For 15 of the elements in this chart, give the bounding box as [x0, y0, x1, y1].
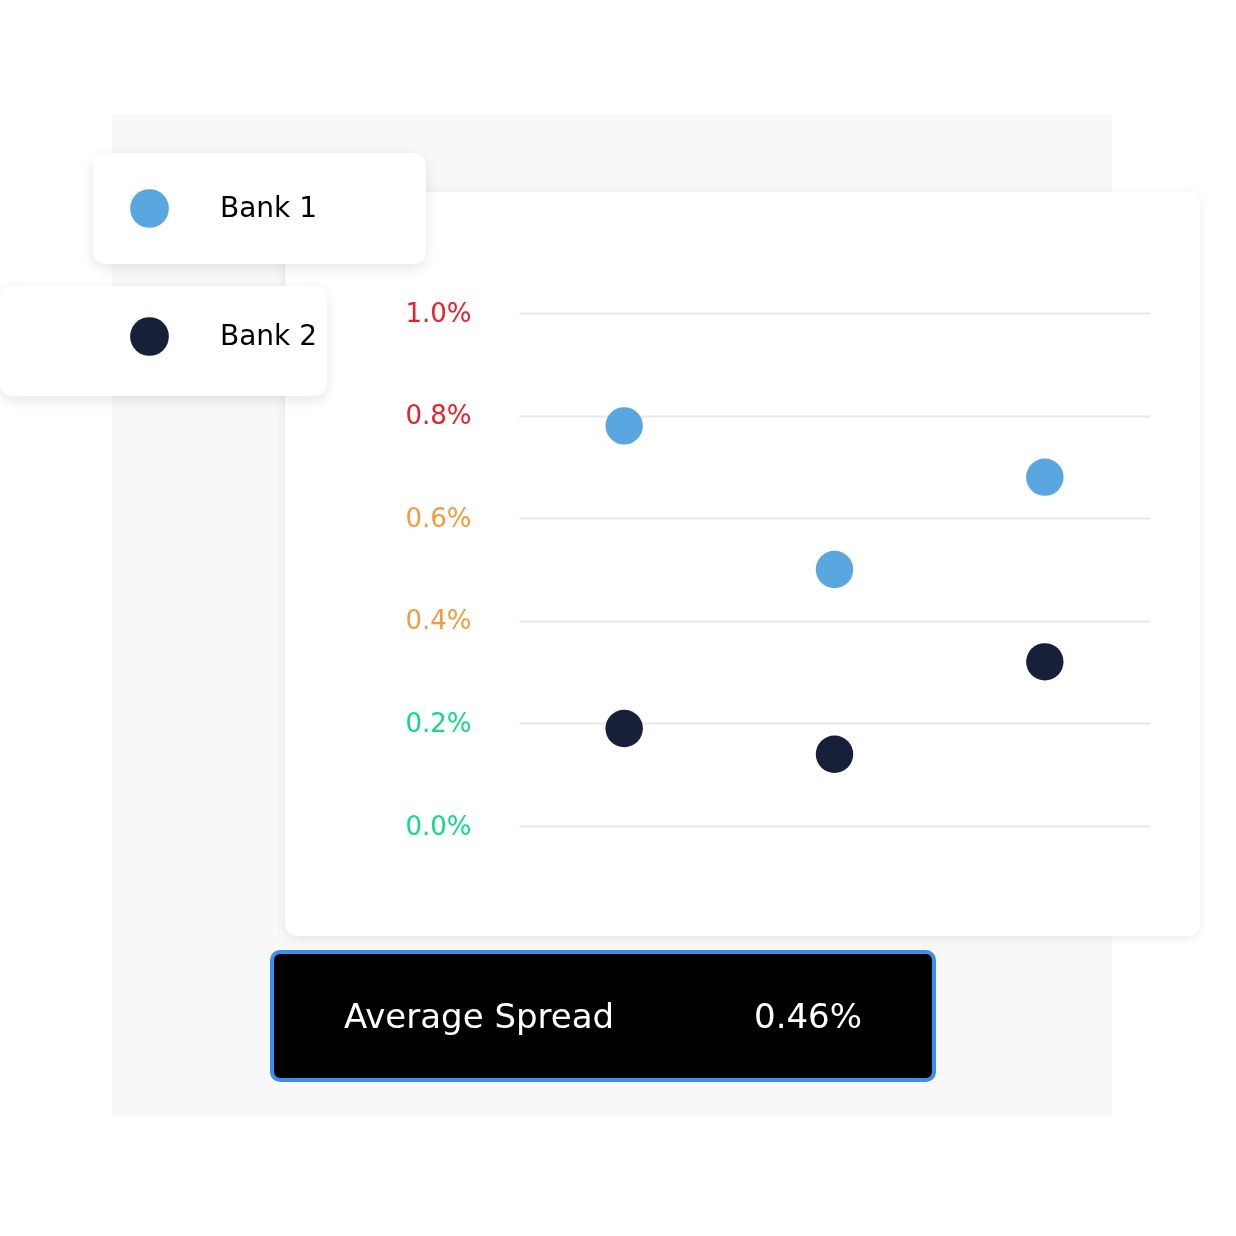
- note-box: Average Spread 0.46%: [270, 950, 936, 1082]
- y-tick-label: 0.4%: [405, 605, 472, 636]
- y-tick-label: 0.2%: [405, 707, 472, 738]
- point: [605, 407, 643, 445]
- point: [605, 709, 643, 748]
- legend-label: Bank 2: [220, 318, 318, 352]
- legend-label: Bank 1: [220, 190, 318, 224]
- y-tick-label: 1.0%: [405, 297, 472, 328]
- point: [815, 735, 854, 773]
- point: [1026, 643, 1064, 681]
- y-tick-label: 0.8%: [405, 400, 472, 431]
- y-tick-label: 0.0%: [405, 810, 472, 841]
- point: [815, 550, 854, 589]
- y-tick-label: 0.6%: [405, 502, 472, 533]
- point: [1026, 458, 1064, 496]
